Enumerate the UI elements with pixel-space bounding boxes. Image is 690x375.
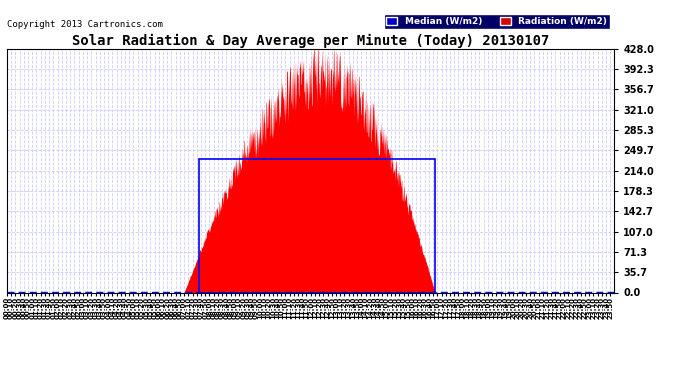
Title: Solar Radiation & Day Average per Minute (Today) 20130107: Solar Radiation & Day Average per Minute… bbox=[72, 33, 549, 48]
Legend: Median (W/m2), Radiation (W/m2): Median (W/m2), Radiation (W/m2) bbox=[384, 14, 609, 28]
Bar bbox=[199, 159, 435, 292]
Text: Copyright 2013 Cartronics.com: Copyright 2013 Cartronics.com bbox=[7, 20, 163, 29]
